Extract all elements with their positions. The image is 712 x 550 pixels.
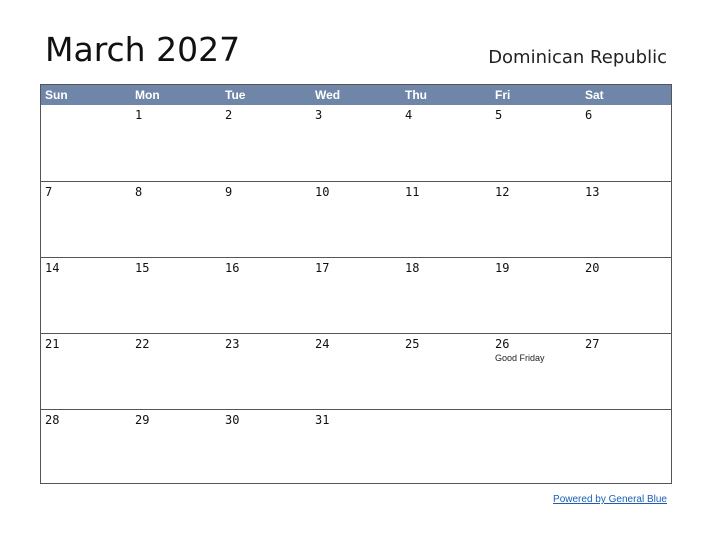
week-row: 14 15 16 17 18 19 20 (41, 257, 671, 333)
day-number: 19 (495, 261, 510, 275)
weekday-label: Tue (225, 88, 246, 102)
day-number: 16 (225, 261, 240, 275)
country-name: Dominican Republic (488, 47, 667, 68)
day-cell[interactable]: 11 (401, 182, 491, 257)
day-cell[interactable]: 15 (131, 258, 221, 333)
page-title: March 2027 (45, 30, 241, 69)
week-row: 1 2 3 4 5 6 (41, 105, 671, 181)
day-number: 7 (45, 185, 53, 199)
day-cell[interactable]: 4 (401, 105, 491, 181)
day-number: 5 (495, 108, 503, 122)
day-number: 3 (315, 108, 323, 122)
day-cell[interactable]: 25 (401, 334, 491, 409)
weekday-label: Fri (495, 88, 511, 102)
day-cell[interactable]: 26 Good Friday (491, 334, 581, 409)
day-number: 18 (405, 261, 420, 275)
day-cell[interactable]: 28 (41, 410, 131, 485)
day-cell[interactable]: 6 (581, 105, 671, 181)
day-number: 12 (495, 185, 510, 199)
day-number: 13 (585, 185, 600, 199)
day-cell[interactable] (401, 410, 491, 485)
day-cell[interactable]: 17 (311, 258, 401, 333)
day-cell[interactable]: 13 (581, 182, 671, 257)
day-cell[interactable]: 18 (401, 258, 491, 333)
day-number: 8 (135, 185, 143, 199)
day-number: 25 (405, 337, 420, 351)
day-cell[interactable]: 20 (581, 258, 671, 333)
day-cell[interactable]: 12 (491, 182, 581, 257)
day-cell[interactable]: 9 (221, 182, 311, 257)
weekday-label: Sun (45, 88, 68, 102)
day-number: 17 (315, 261, 330, 275)
day-number: 22 (135, 337, 150, 351)
day-cell[interactable] (491, 410, 581, 485)
day-cell[interactable]: 14 (41, 258, 131, 333)
day-cell[interactable]: 19 (491, 258, 581, 333)
day-cell[interactable]: 1 (131, 105, 221, 181)
day-cell[interactable] (581, 410, 671, 485)
calendar-grid: Sun Mon Tue Wed Thu Fri Sat 1 2 3 4 5 6 7 8 9 10 1… (40, 84, 672, 484)
day-number: 27 (585, 337, 600, 351)
day-cell[interactable]: 7 (41, 182, 131, 257)
day-cell[interactable]: 24 (311, 334, 401, 409)
weekday-label: Sat (585, 88, 604, 102)
week-row: 21 22 23 24 25 26 Good Friday 27 (41, 333, 671, 409)
weekday-label: Thu (405, 88, 427, 102)
weekday-header: Sun Mon Tue Wed Thu Fri Sat (41, 85, 671, 105)
day-cell[interactable]: 8 (131, 182, 221, 257)
weeks-container: 1 2 3 4 5 6 7 8 9 10 11 12 13 14 15 16 17 18 19 20 21 22 23 24 2… (41, 105, 671, 485)
day-cell[interactable]: 3 (311, 105, 401, 181)
day-cell[interactable]: 10 (311, 182, 401, 257)
day-cell[interactable]: 5 (491, 105, 581, 181)
day-number: 9 (225, 185, 233, 199)
powered-by-link[interactable]: Powered by General Blue (553, 494, 667, 505)
day-number: 10 (315, 185, 330, 199)
holiday-label: Good Friday (495, 353, 545, 363)
week-row: 7 8 9 10 11 12 13 (41, 181, 671, 257)
day-cell[interactable]: 31 (311, 410, 401, 485)
day-number: 11 (405, 185, 420, 199)
day-number: 24 (315, 337, 330, 351)
day-number: 30 (225, 413, 240, 427)
day-number: 28 (45, 413, 60, 427)
day-cell[interactable]: 16 (221, 258, 311, 333)
weekday-label: Wed (315, 88, 341, 102)
day-number: 6 (585, 108, 593, 122)
day-cell[interactable]: 30 (221, 410, 311, 485)
day-cell[interactable]: 29 (131, 410, 221, 485)
day-number: 2 (225, 108, 233, 122)
day-number: 1 (135, 108, 143, 122)
day-number: 15 (135, 261, 150, 275)
week-row: 28 29 30 31 (41, 409, 671, 485)
weekday-label: Mon (135, 88, 160, 102)
day-number: 31 (315, 413, 330, 427)
day-cell[interactable]: 27 (581, 334, 671, 409)
day-number: 4 (405, 108, 413, 122)
day-cell[interactable]: 21 (41, 334, 131, 409)
day-cell[interactable] (41, 105, 131, 181)
day-number: 29 (135, 413, 150, 427)
day-cell[interactable]: 22 (131, 334, 221, 409)
day-number: 26 (495, 337, 510, 351)
day-number: 23 (225, 337, 240, 351)
day-number: 14 (45, 261, 60, 275)
day-cell[interactable]: 23 (221, 334, 311, 409)
day-number: 21 (45, 337, 60, 351)
day-cell[interactable]: 2 (221, 105, 311, 181)
day-number: 20 (585, 261, 600, 275)
